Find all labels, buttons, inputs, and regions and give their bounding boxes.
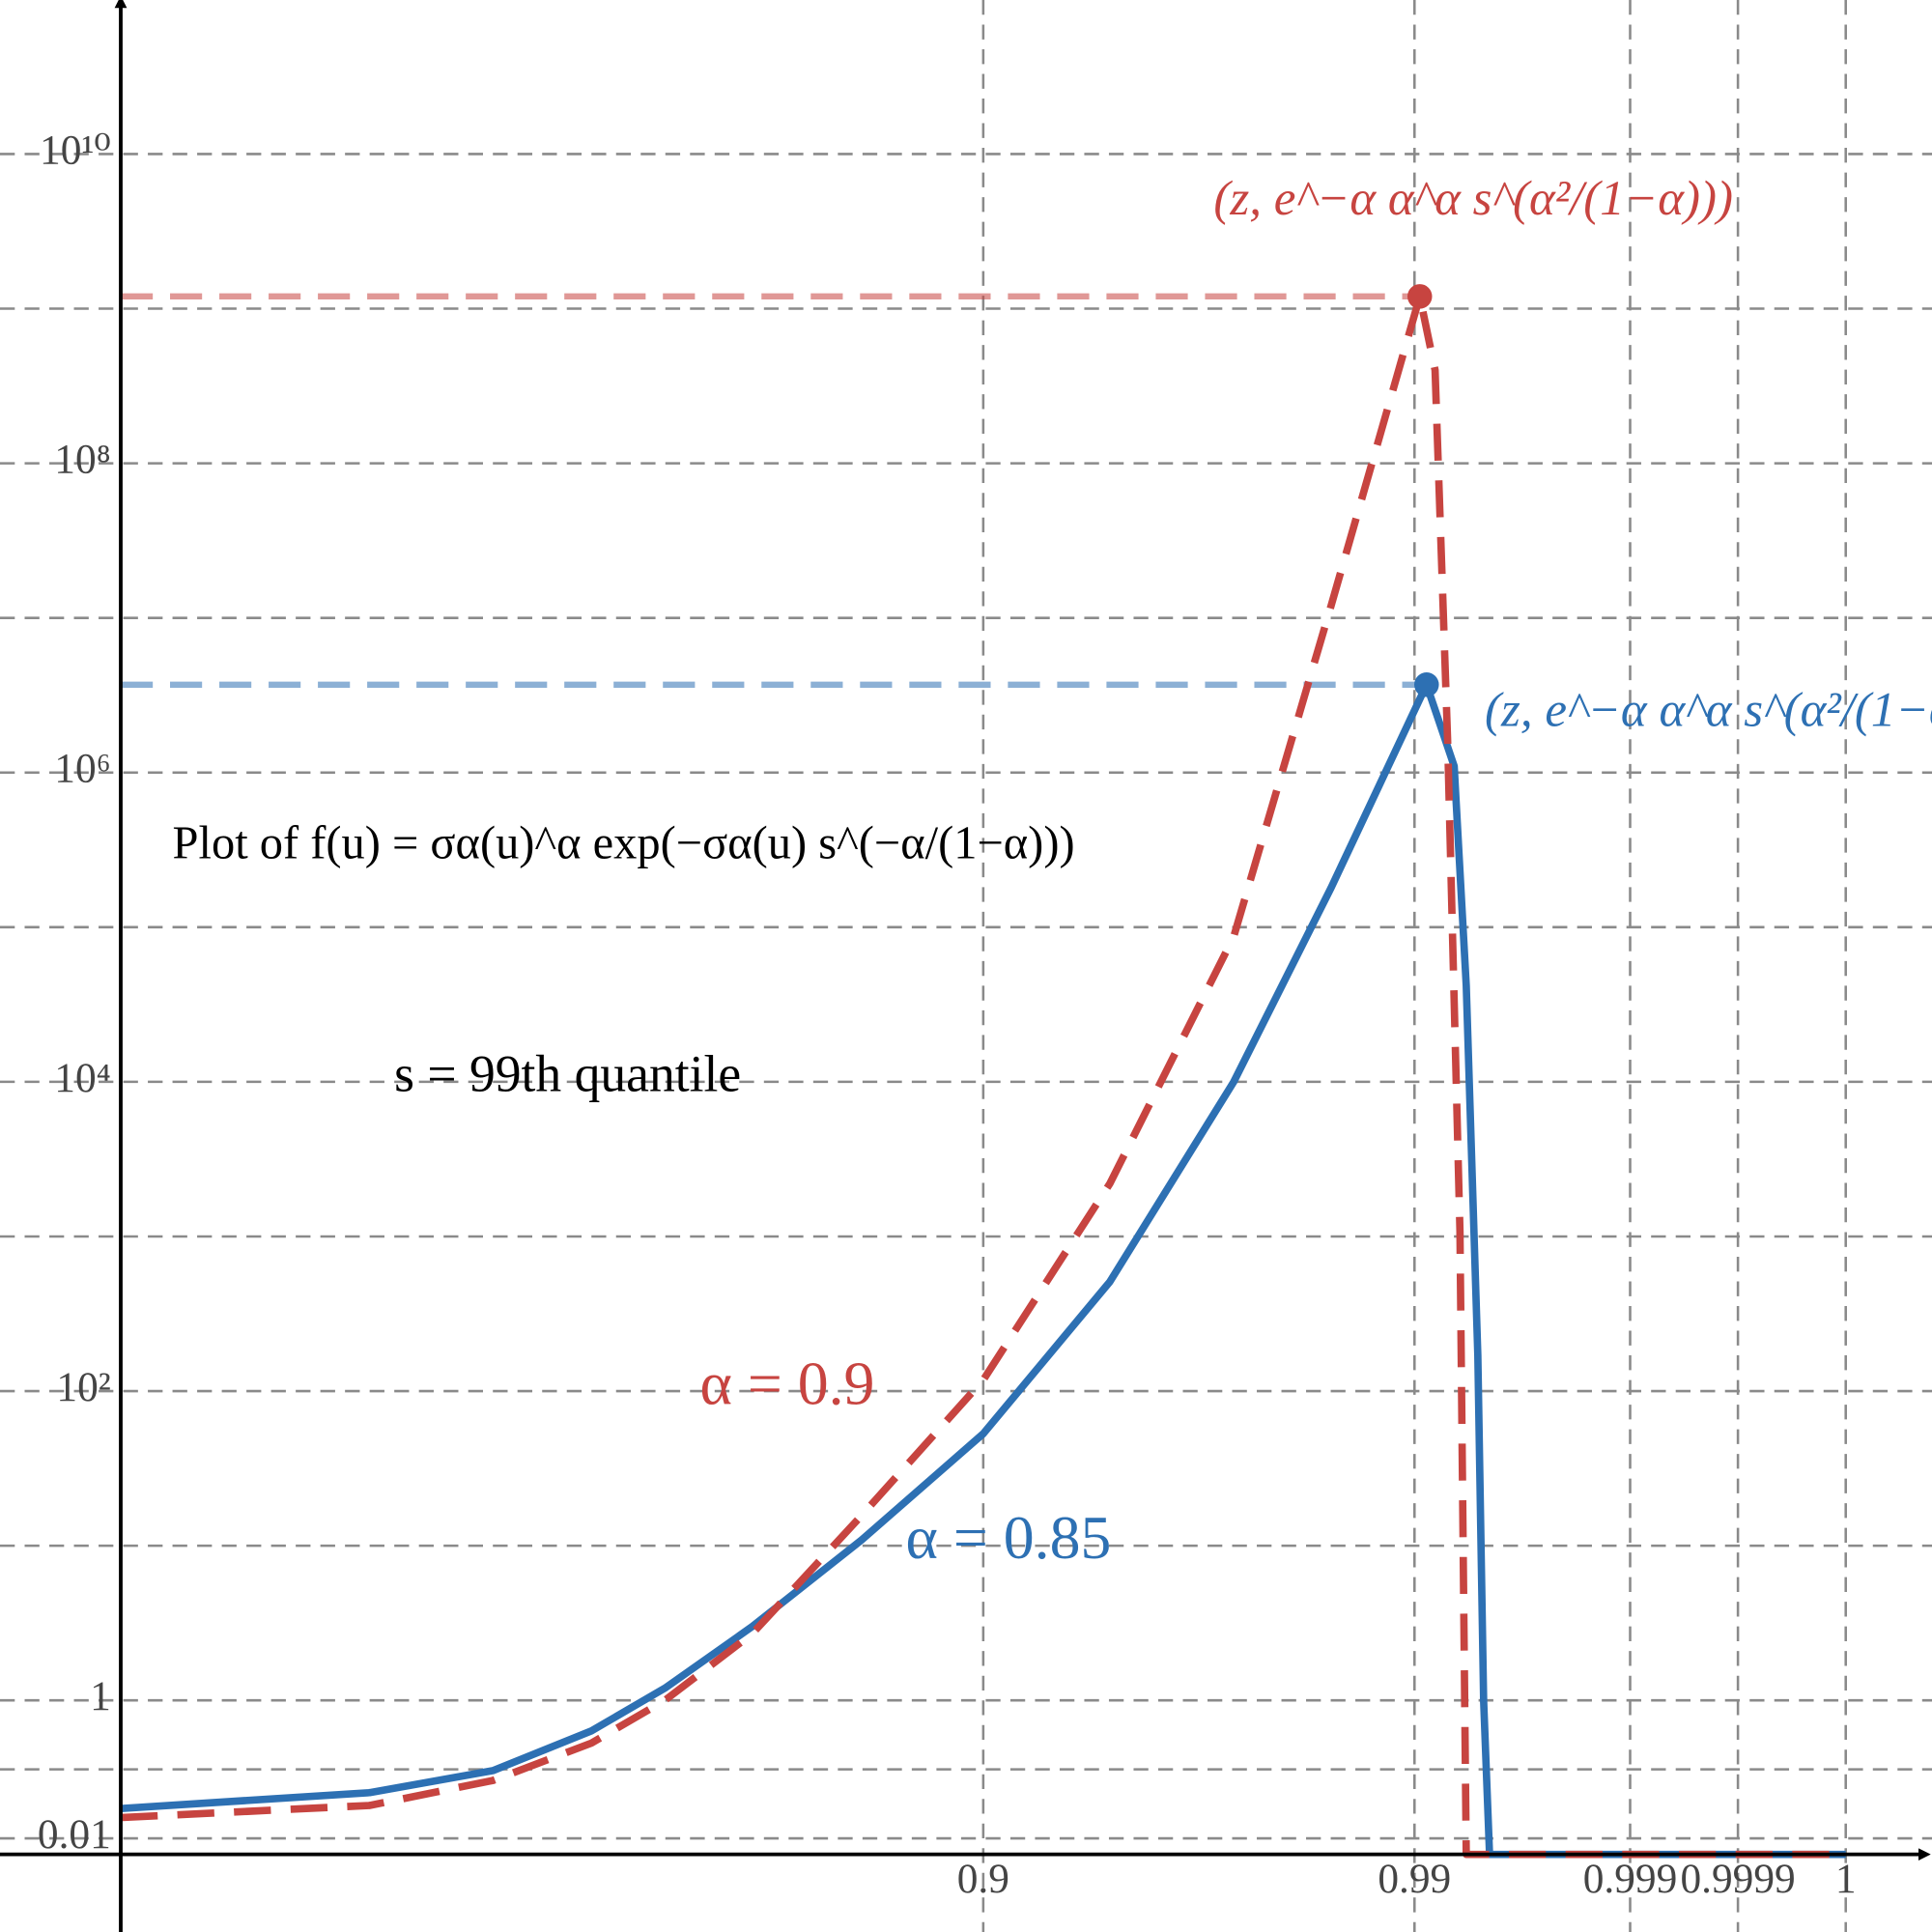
x-tick-label: 0.9 bbox=[957, 1856, 1009, 1902]
series-label: α = 0.85 bbox=[906, 1503, 1112, 1572]
y-tick-label: 10² bbox=[56, 1364, 110, 1410]
y-tick-label: 0.01 bbox=[38, 1811, 111, 1858]
peak-label: (z, e^−α α^α s^(α²/(1−α))) bbox=[1213, 172, 1733, 226]
peak-label: (z, e^−α α^α s^(α²/(1−α))) bbox=[1485, 683, 1932, 737]
x-tick-label: 0.999 bbox=[1583, 1856, 1678, 1902]
annotation: Plot of f(u) = σα(u)^α exp(−σα(u) s^(−α/… bbox=[173, 818, 1075, 869]
peak-point bbox=[1406, 284, 1433, 309]
x-tick-label: 0.99 bbox=[1378, 1856, 1451, 1902]
plot bbox=[120, 284, 1846, 1859]
y-tick-label: 10¹⁰ bbox=[40, 127, 111, 173]
series-label: α = 0.9 bbox=[699, 1349, 874, 1417]
line bbox=[120, 680, 1846, 1859]
line bbox=[120, 293, 1846, 1859]
peak-point bbox=[1414, 672, 1439, 697]
x-tick-label: 0.9999 bbox=[1680, 1856, 1795, 1902]
y-tick-label: 10⁴ bbox=[54, 1055, 110, 1101]
y-tick-label: 1 bbox=[90, 1673, 111, 1719]
x-tick-label: 1 bbox=[1835, 1856, 1857, 1902]
annotation: s = 99th quantile bbox=[394, 1045, 741, 1103]
y-tick-label: 10⁸ bbox=[54, 437, 110, 483]
y-tick-label: 10⁶ bbox=[54, 746, 110, 792]
